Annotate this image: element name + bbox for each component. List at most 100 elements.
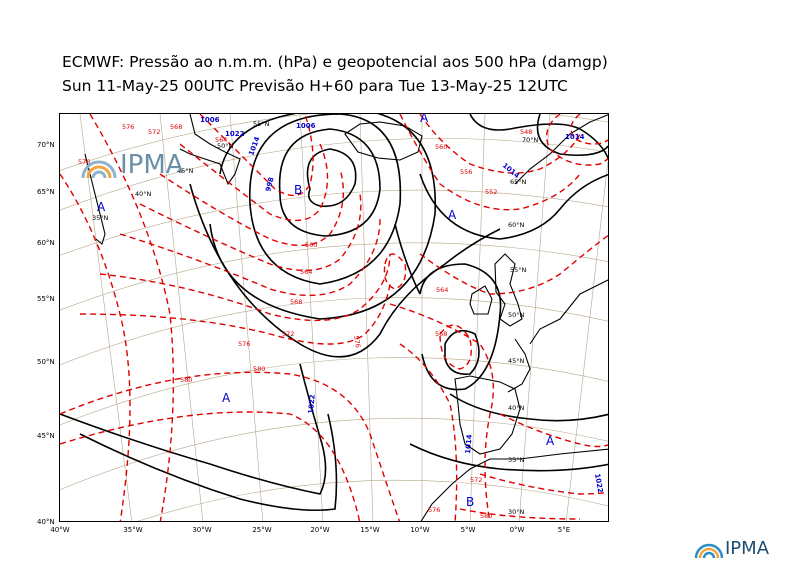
geopotential-line xyxy=(499,413,608,448)
longitude-label: 30°W xyxy=(192,526,212,534)
coast-iceland xyxy=(344,121,423,161)
geopotential-line xyxy=(159,168,345,247)
geopotential-line xyxy=(79,283,391,345)
coast-norway xyxy=(514,114,608,185)
isobar-label: 1022 xyxy=(593,473,604,494)
isobar-line xyxy=(449,393,608,422)
geopotential-label: 564 xyxy=(300,268,312,276)
geopotential-label: 552 xyxy=(485,188,497,196)
geopotential-label: 564 xyxy=(436,286,448,294)
isobar-line xyxy=(189,183,501,358)
isobar-line xyxy=(536,114,608,157)
geopotential-label: 560 xyxy=(305,241,317,249)
parallel-label: 45°N xyxy=(177,167,194,175)
chart-title: ECMWF: Pressão ao n.m.m. (hPa) e geopote… xyxy=(62,53,608,71)
parallel-line xyxy=(137,479,608,521)
geopotential-label: 576 xyxy=(238,340,250,348)
parallel-label: 60°N xyxy=(508,221,525,229)
longitude-label: 10°W xyxy=(410,526,430,534)
geopotential-label: 572 xyxy=(282,330,294,338)
map-canvas: A B A A A A B 1006 998 1014 1022 1014 10… xyxy=(60,114,608,521)
low-center-label: B xyxy=(294,183,302,197)
isobar-line xyxy=(409,443,608,472)
geopotential-label: 580 xyxy=(180,376,192,384)
geopotential-line xyxy=(60,173,131,521)
geopotential-line xyxy=(399,343,458,521)
isobar-line xyxy=(306,148,357,208)
isobar-line xyxy=(419,173,608,240)
longitude-label: 35°W xyxy=(123,526,143,534)
isobar-line xyxy=(278,128,381,237)
geopotential-label: 580 xyxy=(253,365,265,373)
parallel-label: 55°N xyxy=(253,120,270,128)
high-center-label: A xyxy=(97,200,106,214)
parallel-label: 65°N xyxy=(510,178,527,186)
parallel-label: 30°N xyxy=(508,508,525,516)
geopotential-label: 576 xyxy=(428,506,440,514)
longitude-label: 40°W xyxy=(50,526,70,534)
coast-africa xyxy=(420,448,608,521)
longitude-label: 25°W xyxy=(252,526,272,534)
ipma-arc-icon xyxy=(81,160,117,179)
geopotential-line xyxy=(99,253,391,322)
latitude-label: 45°N xyxy=(37,432,55,440)
latitude-label: 55°N xyxy=(37,295,55,303)
meridian-line xyxy=(359,114,374,521)
isobar-line xyxy=(394,223,421,295)
isobar-line xyxy=(249,114,402,285)
geopotential-label: 572 xyxy=(148,128,160,136)
meridian-line xyxy=(469,114,486,521)
meridian-line xyxy=(299,114,324,521)
isobar-label: 1014 xyxy=(464,434,474,454)
geopotential-line xyxy=(60,411,361,521)
coast-uk xyxy=(494,253,523,327)
coast-europe xyxy=(529,279,608,345)
geopotential-label: 568 xyxy=(290,298,302,306)
latitude-label: 70°N xyxy=(37,141,55,149)
graticule xyxy=(60,114,608,521)
parallel-label: 35°N xyxy=(92,214,109,222)
ipma-logo-text: IPMA xyxy=(120,150,184,180)
parallel-line xyxy=(60,114,608,171)
parallel-line xyxy=(60,189,608,256)
longitude-label: 0°W xyxy=(509,526,525,534)
isobar-label: 1022 xyxy=(307,394,317,414)
isobar-line xyxy=(60,363,327,495)
geopotential-line xyxy=(546,114,608,166)
isobar-line xyxy=(209,114,437,320)
geopotential-line xyxy=(383,253,407,290)
parallel-label: 35°N xyxy=(508,456,525,464)
parallel-label: 70°N xyxy=(522,136,539,144)
isobar-label: 1006 xyxy=(200,116,220,124)
geopotential-label: 568 xyxy=(170,123,182,131)
parallel-line xyxy=(60,357,608,426)
meridian-line xyxy=(229,114,264,521)
geopotential-line xyxy=(389,303,495,521)
latitude-label: 50°N xyxy=(37,358,55,366)
isobars xyxy=(60,114,608,512)
meridian-line xyxy=(518,114,551,521)
latitude-label: 40°N xyxy=(37,518,55,526)
geopotential-line xyxy=(179,143,329,222)
geopotential-line xyxy=(399,114,581,211)
graticule-labels: 55°N 50°N 45°N 40°N 35°N 70°N 65°N 60°N … xyxy=(92,120,539,516)
parallel-label: 40°N xyxy=(508,404,525,412)
parallel-label: 50°N xyxy=(508,311,525,319)
geopotential-labels: 580 576 572 568 564 560 576 572 568 564 … xyxy=(78,123,532,520)
high-center-label: A xyxy=(546,434,555,448)
isobar-label: 1014 xyxy=(565,133,585,141)
geopotential-label: 580 xyxy=(480,512,492,520)
geopotential-line xyxy=(419,234,608,295)
low-center-label: B xyxy=(466,495,474,509)
isobar-label: 998 xyxy=(264,176,276,192)
ipma-logo-watermark: IPMA xyxy=(80,150,184,180)
geopotential-contours xyxy=(60,114,608,521)
geopotential-line xyxy=(119,218,381,297)
coast-greenland xyxy=(179,114,241,186)
isobar-label: 1006 xyxy=(296,122,316,130)
latitude-label: 60°N xyxy=(37,239,55,247)
geopotential-label: 572 xyxy=(470,476,482,484)
parallel-line xyxy=(60,297,608,366)
geopotential-line xyxy=(60,371,401,521)
parallel-line xyxy=(60,417,608,491)
